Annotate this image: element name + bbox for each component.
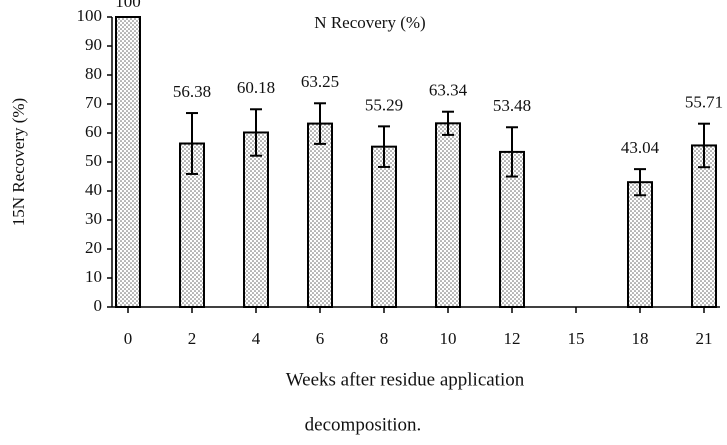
x-tick-label: 2 — [188, 329, 197, 348]
data-label: 63.25 — [301, 72, 339, 91]
x-axis-label: Weeks after residue application — [286, 369, 525, 390]
y-tick-label: 100 — [77, 6, 103, 25]
y-tick-label: 30 — [85, 209, 102, 228]
x-tick-label: 8 — [380, 329, 389, 348]
chart-title: N Recovery (%) — [314, 13, 425, 32]
y-tick-label: 40 — [85, 180, 102, 199]
x-tick-label: 4 — [252, 329, 261, 348]
y-axis-label: 15N Recovery (%) — [9, 98, 28, 226]
data-label: 55.29 — [365, 95, 403, 114]
y-tick-label: 60 — [85, 122, 102, 141]
y-tick-label: 20 — [85, 238, 102, 257]
x-tick-label: 12 — [504, 329, 521, 348]
y-tick-label: 80 — [85, 64, 102, 83]
x-tick-label: 10 — [440, 329, 457, 348]
x-tick-label: 18 — [632, 329, 649, 348]
data-label: 56.38 — [173, 82, 211, 101]
bar — [435, 122, 461, 309]
data-label: 63.34 — [429, 81, 468, 100]
bar — [691, 144, 717, 308]
y-tick-label: 90 — [85, 35, 102, 54]
bar — [627, 181, 653, 309]
data-label: 53.48 — [493, 96, 531, 115]
caption: decomposition. — [305, 414, 422, 435]
data-label: 100 — [115, 0, 141, 11]
y-tick-label: 50 — [85, 151, 102, 170]
data-label: 60.18 — [237, 78, 275, 97]
y-tick-label: 10 — [85, 267, 102, 286]
bar — [499, 150, 525, 308]
bar — [371, 145, 397, 308]
x-tick-label: 0 — [124, 329, 133, 348]
bar — [243, 131, 269, 308]
data-label: 43.04 — [621, 138, 660, 157]
data-label: 55.71 — [685, 93, 723, 112]
bar — [307, 122, 333, 308]
x-tick-label: 15 — [568, 329, 585, 348]
y-tick-label: 0 — [94, 296, 103, 315]
bar — [115, 16, 141, 308]
x-tick-label: 21 — [696, 329, 713, 348]
x-tick-label: 6 — [316, 329, 325, 348]
y-tick-label: 70 — [85, 93, 102, 112]
